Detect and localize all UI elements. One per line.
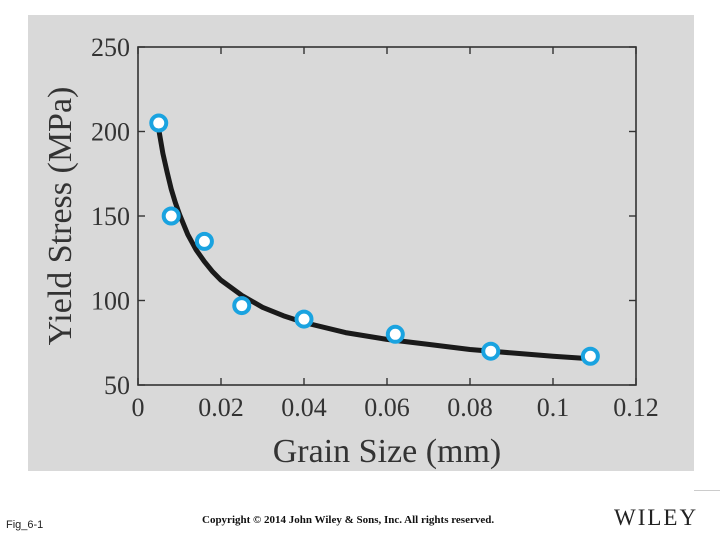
data-point	[149, 113, 169, 133]
chart: 0 0.02 0.04 0.06 0.08 0.1 0.12 50 100 150 200 250 G…	[42, 33, 659, 470]
x-tick-label: 0	[132, 393, 145, 422]
x-tick-label: 0.12	[613, 393, 659, 422]
x-tick-label: 0.08	[447, 393, 493, 422]
y-tick-label: 200	[91, 118, 130, 147]
y-axis-title: Yield Stress (MPa)	[42, 87, 79, 346]
data-point	[580, 346, 600, 366]
x-axis-title: Grain Size (mm)	[273, 433, 502, 470]
figure-label: Fig_6-1	[6, 519, 44, 531]
copyright-notice: Copyright © 2014 John Wiley & Sons, Inc.…	[202, 514, 495, 526]
fit-curve	[156, 127, 593, 362]
data-point	[481, 341, 501, 361]
data-point	[161, 206, 181, 226]
data-point	[232, 296, 252, 316]
x-tick-label: 0.02	[198, 393, 244, 422]
y-tick-label: 150	[91, 202, 130, 231]
publisher-logo: WILEY	[614, 505, 699, 530]
y-tick-label: 50	[104, 371, 130, 400]
data-point	[385, 324, 405, 344]
x-tick-label: 0.06	[364, 393, 410, 422]
y-tick-label: 100	[91, 287, 130, 316]
y-tick-label: 250	[91, 33, 130, 62]
data-point	[294, 309, 314, 329]
data-point	[194, 231, 214, 251]
footer-rule	[694, 490, 720, 491]
figure-panel: 0 0.02 0.04 0.06 0.08 0.1 0.12 50 100 150 200 250 G…	[28, 15, 694, 471]
x-tick-label: 0.04	[281, 393, 327, 422]
x-tick-label: 0.1	[537, 393, 570, 422]
